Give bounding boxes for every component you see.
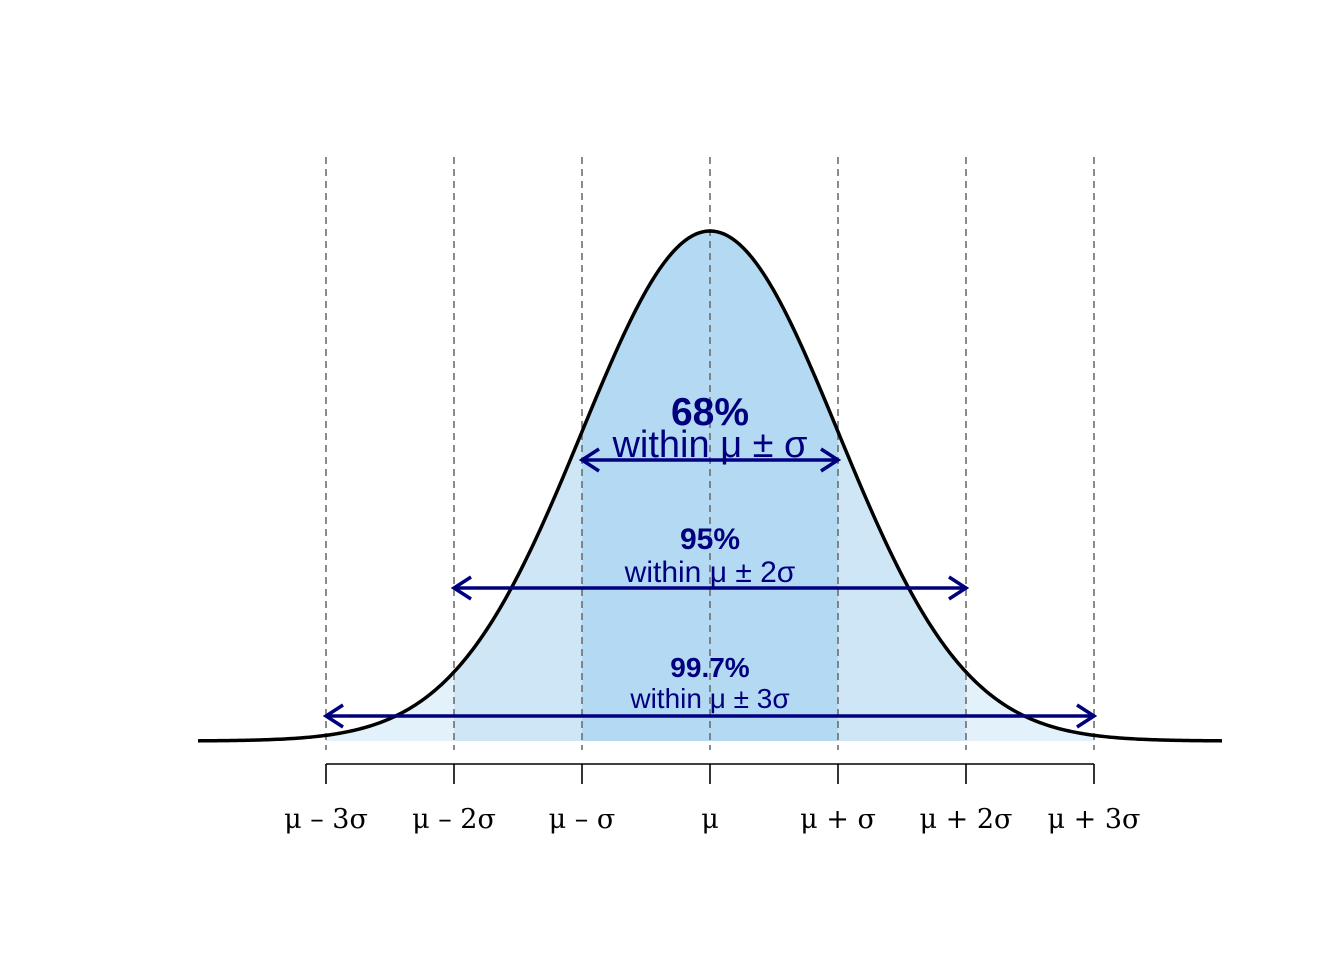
band-percent-label-0: 99.7% <box>670 652 749 683</box>
band-arrow-left-head-0 <box>322 703 344 729</box>
x-tick-label-3: μ <box>701 804 719 835</box>
x-tick-label-4: μ + σ <box>800 804 876 835</box>
density-curve-group <box>197 229 1223 743</box>
band-arrow-right-head-1 <box>948 575 970 601</box>
band-arrow-right-head-2 <box>820 447 842 473</box>
band-arrow-left-head-2 <box>578 447 600 473</box>
x-tick-label-0: μ – 3σ <box>284 804 368 835</box>
density-curve <box>197 229 1223 743</box>
band-range-label-2: within μ ± σ <box>611 424 807 466</box>
x-tick-label-6: μ + 3σ <box>1048 804 1141 835</box>
x-tick-label-2: μ – σ <box>549 804 616 835</box>
x-tick-label-5: μ + 2σ <box>920 804 1013 835</box>
band-percent-label-2: 68% <box>671 391 749 434</box>
band-percent-label-1: 95% <box>680 523 740 556</box>
band-arrow-left-head-1 <box>450 575 472 601</box>
band-range-label-0: within μ ± 3σ <box>629 683 789 714</box>
x-axis: μ – 3σ μ – 2σ μ – σ μ μ + σ μ + 2σ μ + 3σ <box>284 763 1141 835</box>
band-arrow-right-head-0 <box>1076 703 1098 729</box>
coverage-annotations: 99.7%within μ ± 3σ 95%within μ ± 2σ 68%wit… <box>322 391 1098 729</box>
sigma-reference-lines <box>325 157 1095 750</box>
band-range-label-1: within μ ± 2σ <box>624 556 796 589</box>
x-tick-label-1: μ – 2σ <box>412 804 496 835</box>
